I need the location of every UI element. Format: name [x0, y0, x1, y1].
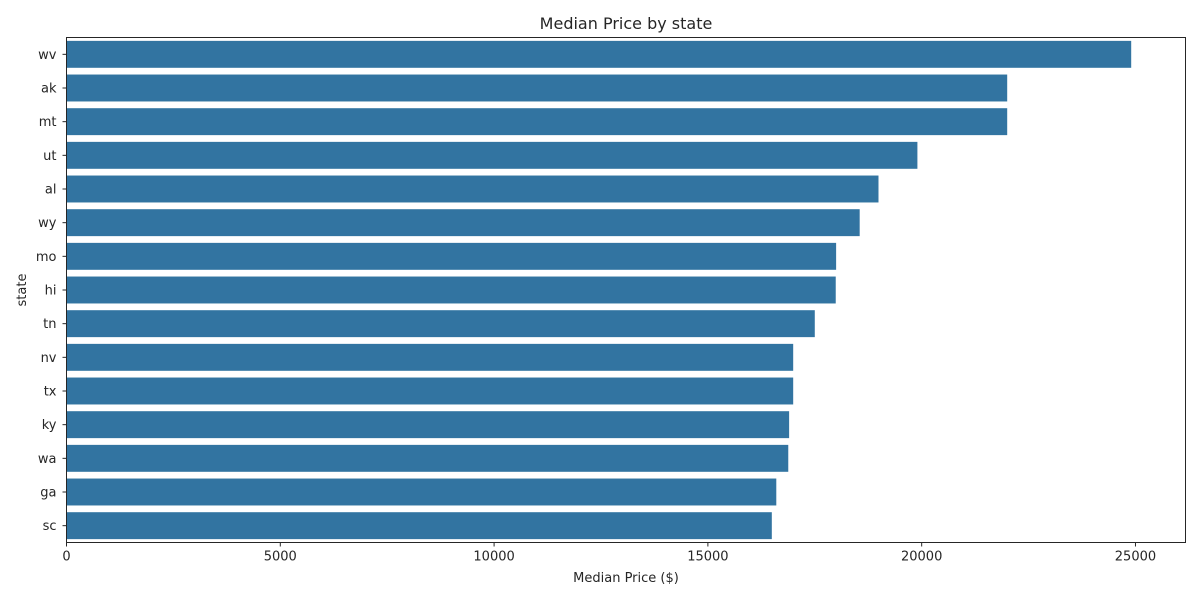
- bars-group: [66, 40, 1132, 540]
- y-tick-label-al: al: [45, 183, 57, 198]
- y-tick-label-ga: ga: [40, 486, 56, 501]
- y-tick-label-wy: wy: [38, 216, 57, 231]
- bar-ky: [66, 411, 790, 439]
- bar-nv: [66, 343, 794, 371]
- y-tick-label-ak: ak: [41, 82, 57, 97]
- x-axis-title: Median Price ($): [573, 571, 679, 586]
- x-axis-ticks: 0 5000 10000 15000 20000 25000: [62, 542, 1156, 565]
- bar-ak: [66, 74, 1008, 102]
- bar-hi: [66, 276, 836, 304]
- x-tick-label-5000: 5000: [264, 550, 297, 565]
- x-tick-label-10000: 10000: [473, 550, 514, 565]
- x-tick-label-0: 0: [62, 550, 70, 565]
- bar-wy: [66, 209, 860, 237]
- plot-frame: [66, 37, 1186, 543]
- y-tick-label-hi: hi: [45, 284, 57, 299]
- bar-mo: [66, 242, 837, 270]
- bar-sc: [66, 512, 772, 540]
- y-tick-label-mo: mo: [36, 250, 57, 265]
- bar-ut: [66, 141, 918, 169]
- bar-tx: [66, 377, 794, 405]
- y-tick-label-nv: nv: [41, 351, 57, 366]
- bar-al: [66, 175, 879, 203]
- y-tick-label-ut: ut: [43, 149, 56, 164]
- bar-wa: [66, 444, 789, 472]
- y-axis-ticks: wv ak mt ut al wy mo hi tn nv tx ky wa ga sc: [36, 48, 67, 534]
- bar-mt: [66, 108, 1008, 136]
- y-tick-label-tn: tn: [43, 317, 56, 332]
- bar-ga: [66, 478, 777, 506]
- chart-title: Median Price by state: [540, 14, 713, 33]
- y-axis-title: state: [15, 274, 30, 307]
- y-tick-label-wa: wa: [38, 452, 57, 467]
- bar-tn: [66, 310, 815, 338]
- y-tick-label-ky: ky: [42, 418, 57, 433]
- x-tick-label-25000: 25000: [1115, 550, 1156, 565]
- y-tick-label-sc: sc: [43, 519, 57, 534]
- y-tick-label-wv: wv: [38, 48, 57, 63]
- bar-wv: [66, 40, 1132, 68]
- y-tick-label-mt: mt: [39, 115, 57, 130]
- x-tick-label-15000: 15000: [687, 550, 728, 565]
- y-tick-label-tx: tx: [44, 385, 57, 400]
- x-tick-label-20000: 20000: [901, 550, 942, 565]
